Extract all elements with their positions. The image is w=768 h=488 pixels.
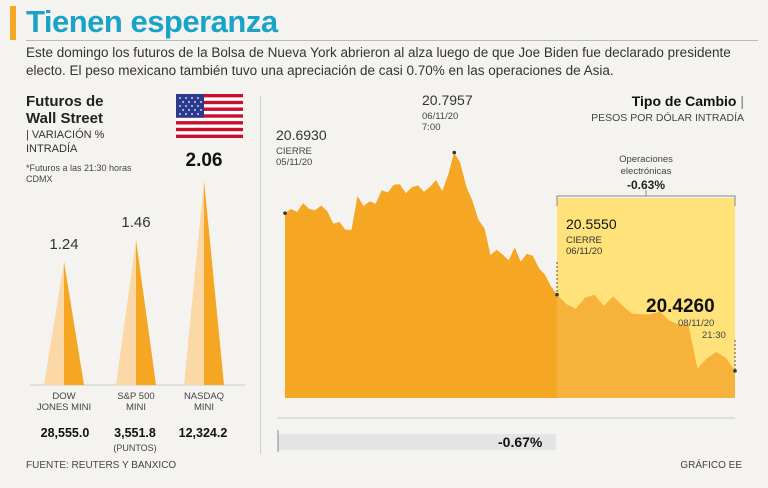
fx-subtitle: PESOS POR DÓLAR INTRADÍA [591,112,744,124]
futures-desc: | VARIACIÓN % INTRADÍA [26,128,104,156]
bar-dow [44,261,84,385]
bar-value-nasdaq: 2.06 [185,150,223,171]
bar-sp500 [116,239,156,385]
points-sp500: 3,551.8 [114,426,156,440]
annotation-value-last: 20.4260 [646,296,715,317]
marker-last [733,369,737,373]
bar-sp500-light [116,239,136,385]
bar-nasdaq-light [184,180,204,385]
annotation-date-close-0611: 06/11/20 [566,246,603,257]
fx-change-bar [278,434,556,450]
annotation-date-last: 08/11/20 [678,318,715,329]
annotation-time-peak: 7:00 [422,122,441,133]
futures-title-line1: Futuros de [26,93,104,110]
futures-desc-line1: | VARIACIÓN % [26,129,105,141]
annotation-value-close-0511: 20.6930 [276,127,327,143]
category-dow-line1: DOW [52,391,76,402]
points-dow: 28,555.0 [40,426,90,440]
fx-area-electronic [557,294,735,398]
points-units: (PUNTOS) [113,443,157,453]
category-sp500-line2: MINI [125,402,147,413]
title-divider [26,40,758,41]
bar-dow-dark [64,261,84,385]
bar-nasdaq-dark [204,180,224,385]
category-label-sp500: S&P 500 MINI [91,391,181,413]
annotation-time-last: 21:30 [702,330,726,341]
annotation-label-close-0611: CIERRE [566,235,602,246]
annotation-value-close-0611: 20.5550 [566,216,617,232]
futures-desc-line2: INTRADÍA [26,143,78,155]
bar-nasdaq [184,180,224,385]
marker-close-0511 [283,211,287,215]
annotation-date-peak: 06/11/20 [422,111,459,122]
page-title: Tienen esperanza [26,4,278,39]
annotation-label-close-0511: CIERRE [276,146,312,157]
bar-value-sp500: 1.46 [121,213,151,231]
page-subtitle: Este domingo los futuros de la Bolsa de … [26,45,731,78]
futures-title-line2: Wall Street [26,110,103,127]
marker-peak [452,150,457,155]
footer-source: FUENTE: REUTERS Y BANXICO [26,460,177,471]
category-label-nasdaq: NASDAQ MINI [159,391,249,413]
panel-divider [260,96,261,454]
bar-sp500-dark [136,239,156,385]
electronic-label-1: Operaciones [619,154,673,165]
futures-title: Futuros de Wall Street [26,93,104,127]
category-sp500-line1: S&P 500 [117,391,155,402]
bar-dow-light [44,261,64,385]
fx-title-text: Tipo de Cambio [631,93,737,109]
annotation-value-peak: 20.7957 [422,92,473,108]
annotation-date-close-0511: 05/11/20 [276,157,313,168]
title-accent-bar [10,6,16,40]
electronic-change: -0.63% [626,178,666,192]
electronic-label-2: electrónicas [620,166,672,177]
marker-close-0611 [555,292,559,297]
bar-value-dow: 1.24 [49,235,79,253]
category-label-dow: DOW JONES MINI [19,391,109,413]
category-nasdaq-line2: MINI [193,402,215,413]
fx-area-regular [285,152,557,398]
fx-title: Tipo de Cambio | [631,93,744,109]
fx-change-label: -0.67% [498,434,543,450]
futures-bar-chart [30,180,245,386]
futures-note: *Futuros a las 21:30 horas CDMX [26,163,132,184]
category-dow-line2: JONES MINI [36,402,92,413]
footer-credit: GRÁFICO EE [680,460,742,471]
us-flag-icon [176,94,243,138]
category-nasdaq-line1: NASDAQ [183,391,225,402]
points-nasdaq: 12,324.2 [178,426,228,440]
